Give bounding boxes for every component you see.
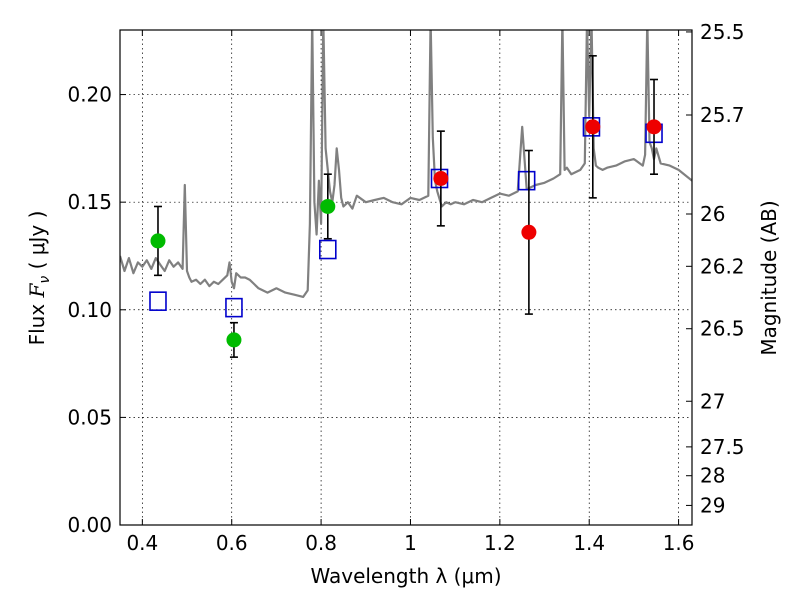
- y-tick-label: 0.20: [67, 83, 112, 107]
- square-marker: [149, 291, 167, 311]
- x-tick-label: 0.8: [305, 531, 337, 555]
- x-tick-label: 1.4: [573, 531, 605, 555]
- x-tick-label: 0.6: [216, 531, 248, 555]
- mag-tick-label: 26: [700, 202, 725, 226]
- y-tick-label: 0.10: [67, 298, 112, 322]
- x-tick-label: 1.2: [484, 531, 516, 555]
- plot-frame: [119, 29, 693, 526]
- square-marker: [517, 170, 536, 191]
- data-point-observed-infrared: [646, 119, 662, 135]
- y-tick-label: 0.05: [67, 405, 112, 429]
- mag-tick-label: 25.7: [700, 103, 745, 127]
- data-point-observed-optical: [150, 233, 166, 249]
- y-axis-label-prefix: Flux: [25, 297, 49, 345]
- y-axis-label-subscript: ν: [37, 276, 53, 284]
- x-tick-label: 1.6: [663, 531, 695, 555]
- mag-tick-label: 26.2: [700, 254, 745, 278]
- y2-axis-label: Magnitude (AB): [757, 200, 781, 355]
- mag-tick-label: 28: [700, 464, 725, 488]
- data-point-observed-infrared: [585, 119, 601, 135]
- x-axis-label: Wavelength λ (μm): [310, 564, 501, 588]
- mag-tick-label: 27: [700, 389, 725, 413]
- data-point-observed-optical: [320, 198, 336, 214]
- mag-tick-label: 25.5: [700, 20, 745, 44]
- x-tick-label: 1: [404, 531, 417, 555]
- square-marker: [318, 239, 337, 260]
- mag-tick-label: 26.5: [700, 317, 745, 341]
- axis-ticks: 0.4 0.6 0.8 1 1.2 1.4 1.6 0.00 0.05 0.10 0.15 0.20 2…: [67, 20, 744, 555]
- data-point-observed-infrared: [521, 224, 537, 240]
- mag-tick-label: 29: [700, 493, 725, 517]
- data-point-observed-infrared: [433, 171, 449, 186]
- x-tick-label: 0.4: [126, 531, 158, 555]
- mag-tick-label: 27.5: [700, 435, 745, 459]
- series-line-model-spectrum: [120, 30, 692, 298]
- y-axis-label-suffix: ( μJy ): [25, 211, 49, 276]
- square-marker: [225, 297, 243, 318]
- y-axis-label: Flux Fν ( μJy ): [25, 211, 53, 346]
- y-axis-label-symbol: F: [25, 282, 49, 298]
- y-tick-label: 0.15: [67, 190, 112, 214]
- data-point-observed-optical: [226, 332, 242, 348]
- plot-area: [120, 30, 692, 358]
- y-tick-label: 0.00: [67, 513, 112, 537]
